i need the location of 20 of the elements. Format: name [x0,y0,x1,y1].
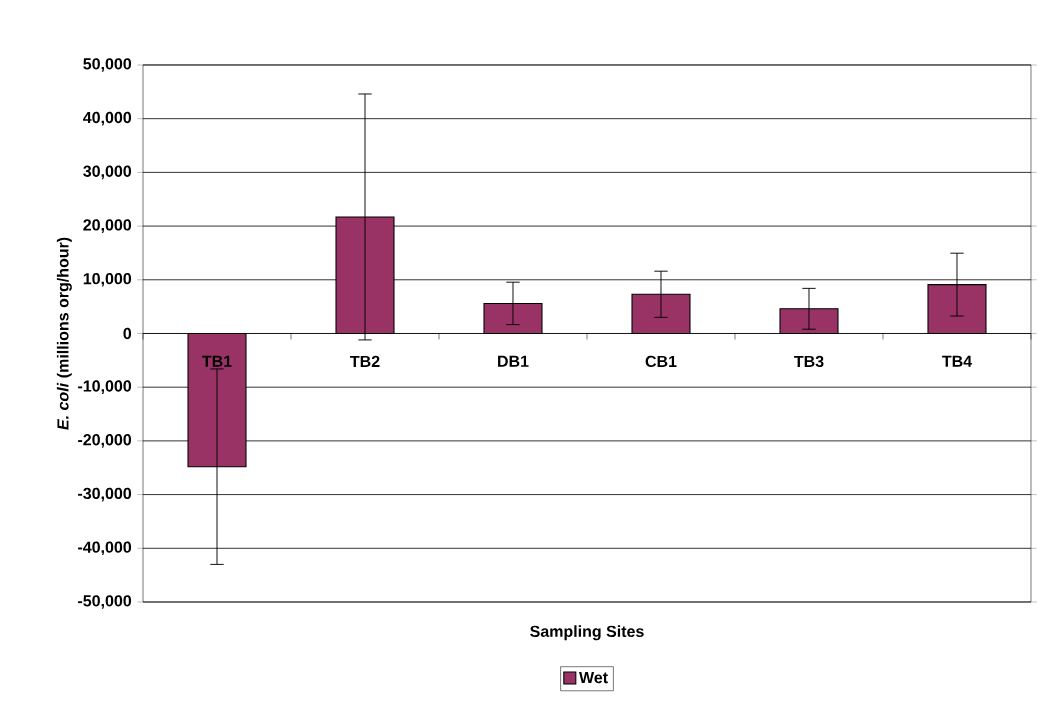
x-tick-label: TB1 [202,355,232,367]
y-tick-label: 30,000 [83,165,132,180]
y-tick-label: -10,000 [78,380,132,394]
y-tick-label: -30,000 [78,487,132,502]
x-tick-label: TB4 [942,355,973,367]
y-tick-label: -20,000 [78,434,132,448]
x-tick-label: TB3 [794,355,824,368]
y-tick-label: 0 [123,327,132,340]
y-tick-label: 20,000 [83,219,132,233]
x-tick-label: CB1 [645,355,677,368]
y-tick-label: 40,000 [83,111,132,126]
y-tick-label: 10,000 [83,272,132,287]
x-tick-label: DB1 [498,355,529,367]
y-tick-label: -50,000 [78,595,132,609]
legend-label: Wet [579,672,608,684]
x-axis-title: Sampling Sites [530,625,644,641]
y-tick-label: -40,000 [78,541,132,556]
x-tick-label: TB2 [350,355,380,367]
y-axis-title: E. coli (millions org/hour) [56,237,72,430]
y-tick-label: 50,000 [83,58,132,72]
